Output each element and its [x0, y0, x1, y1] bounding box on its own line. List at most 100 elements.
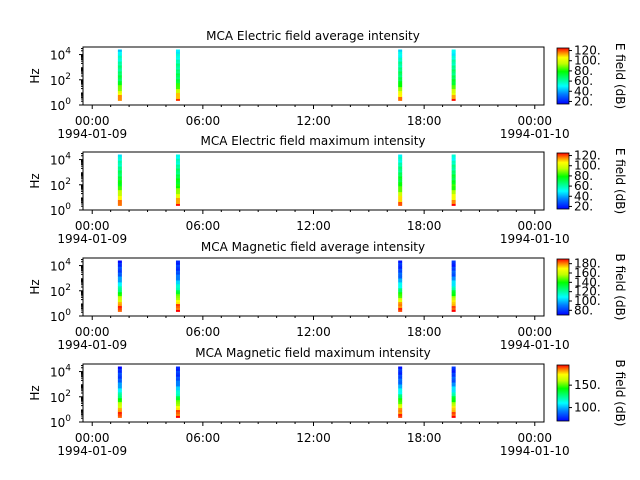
spectrogram-cell [175, 307, 180, 310]
spectrogram-cell [398, 195, 403, 199]
x-date-end: 1994-01-10 [500, 127, 570, 141]
plot-area [82, 46, 545, 106]
spectrogram-cell [451, 409, 456, 412]
spectrogram-cell [451, 376, 456, 379]
burst-4 [451, 49, 456, 101]
spectrogram-cell [398, 73, 403, 76]
spectrogram-cell [451, 187, 456, 191]
spectrogram-cell [117, 183, 122, 187]
spectrogram-cell [398, 166, 403, 169]
spectrogram-cell [175, 411, 180, 414]
spectrogram-cell [398, 272, 403, 275]
spectrogram-cell [451, 168, 456, 171]
spectrogram-cell [398, 392, 403, 395]
spectrogram-cell [451, 180, 456, 183]
x-tick-label: 18:00 [407, 431, 442, 445]
spectrogram-cell [398, 376, 403, 379]
spectrogram-cell [117, 191, 122, 195]
spectrogram-cell [117, 84, 122, 88]
spectrogram-cell [451, 301, 456, 305]
spectrogram-cell [398, 307, 403, 310]
spectrogram-cell [175, 92, 180, 95]
y-tick-label: 102 [50, 389, 71, 405]
spectrogram-cell [451, 272, 456, 275]
spectrogram-cell [398, 380, 403, 383]
spectrogram-cell [398, 53, 403, 56]
spectrogram-cell [398, 187, 403, 191]
spectrogram-cell [398, 182, 403, 185]
spectrogram-cell [451, 274, 456, 277]
y-tick-exponent: 2 [65, 72, 71, 82]
spectrogram-cell [398, 63, 403, 66]
spectrogram-cell [398, 96, 403, 99]
spectrogram-cell [175, 405, 180, 409]
burst-1 [117, 154, 122, 206]
burst-4 [451, 154, 456, 206]
spectrogram-cell [451, 49, 456, 52]
burst-1 [117, 260, 122, 312]
spectrogram-cell [451, 193, 456, 197]
spectrogram-cell [117, 289, 122, 293]
spectrogram-cell [175, 370, 180, 373]
spectrogram-panel-1: MCA Electric field average intensity 00:0… [28, 29, 627, 141]
colorbar-tick-label: 60. [574, 74, 593, 88]
spectrogram-cell [117, 260, 122, 263]
spectrogram-cell [175, 162, 180, 165]
spectrogram-cell [175, 297, 180, 301]
spectrogram-cell [398, 189, 403, 193]
spectrogram-cell [451, 80, 456, 84]
spectrogram-cell [117, 94, 122, 97]
spectrogram-cell [398, 57, 403, 60]
spectrogram-cell [398, 75, 403, 78]
x-tick-label: 06:00 [186, 325, 221, 339]
burst-4 [451, 260, 456, 312]
spectrogram-cell [398, 178, 403, 181]
spectrogram-cell [451, 276, 456, 279]
spectrogram-cell [398, 384, 403, 387]
spectrogram-cell [398, 291, 403, 295]
spectrogram-cell [117, 158, 122, 161]
spectrogram-cell [175, 86, 180, 90]
spectrogram-cell [117, 394, 122, 397]
colorbar-label: E field (dB) [613, 43, 627, 109]
spectrogram-cell [175, 303, 180, 306]
spectrogram-cell [117, 366, 122, 369]
spectrogram-cell [451, 278, 456, 281]
spectrogram-cell [117, 193, 122, 197]
spectrogram-cell [117, 264, 122, 267]
spectrogram-cell [175, 49, 180, 52]
spectrogram-cell [451, 86, 456, 90]
spectrogram-cell [451, 57, 456, 60]
colorbar-tick-label: 40. [574, 189, 593, 203]
spectrogram-cell [398, 374, 403, 377]
spectrogram-cell [451, 71, 456, 74]
spectrogram-cell [398, 394, 403, 397]
spectrogram-cell [117, 174, 122, 177]
spectrogram-cell [398, 305, 403, 308]
spectrogram-cell [451, 270, 456, 273]
spectrogram-cell [398, 162, 403, 165]
plot-area [82, 151, 545, 211]
x-tick-label: 00:00 [517, 114, 552, 128]
spectrogram-cell [398, 382, 403, 385]
spectrogram-cell [451, 61, 456, 64]
spectrogram-cell [117, 53, 122, 56]
spectrogram-cell [175, 203, 180, 206]
spectrogram-cell [117, 162, 122, 165]
spectrogram-cell [117, 176, 122, 179]
spectrogram-cell [175, 282, 180, 285]
spectrogram-cell [117, 90, 122, 94]
spectrogram-cell [398, 289, 403, 293]
spectrogram-cell [117, 75, 122, 78]
spectrogram-cell [175, 191, 180, 195]
spectrogram-cell [398, 65, 403, 68]
spectrogram-cell [398, 203, 403, 206]
colorbar-tick-label: 160. [574, 266, 601, 280]
spectrogram-cell [117, 82, 122, 86]
x-tick-label: 12:00 [296, 114, 331, 128]
spectrogram-cell [398, 193, 403, 197]
y-tick-label: 100 [50, 97, 71, 113]
burst-3 [398, 154, 403, 206]
spectrogram-cell [451, 59, 456, 62]
spectrogram-cell [451, 154, 456, 157]
